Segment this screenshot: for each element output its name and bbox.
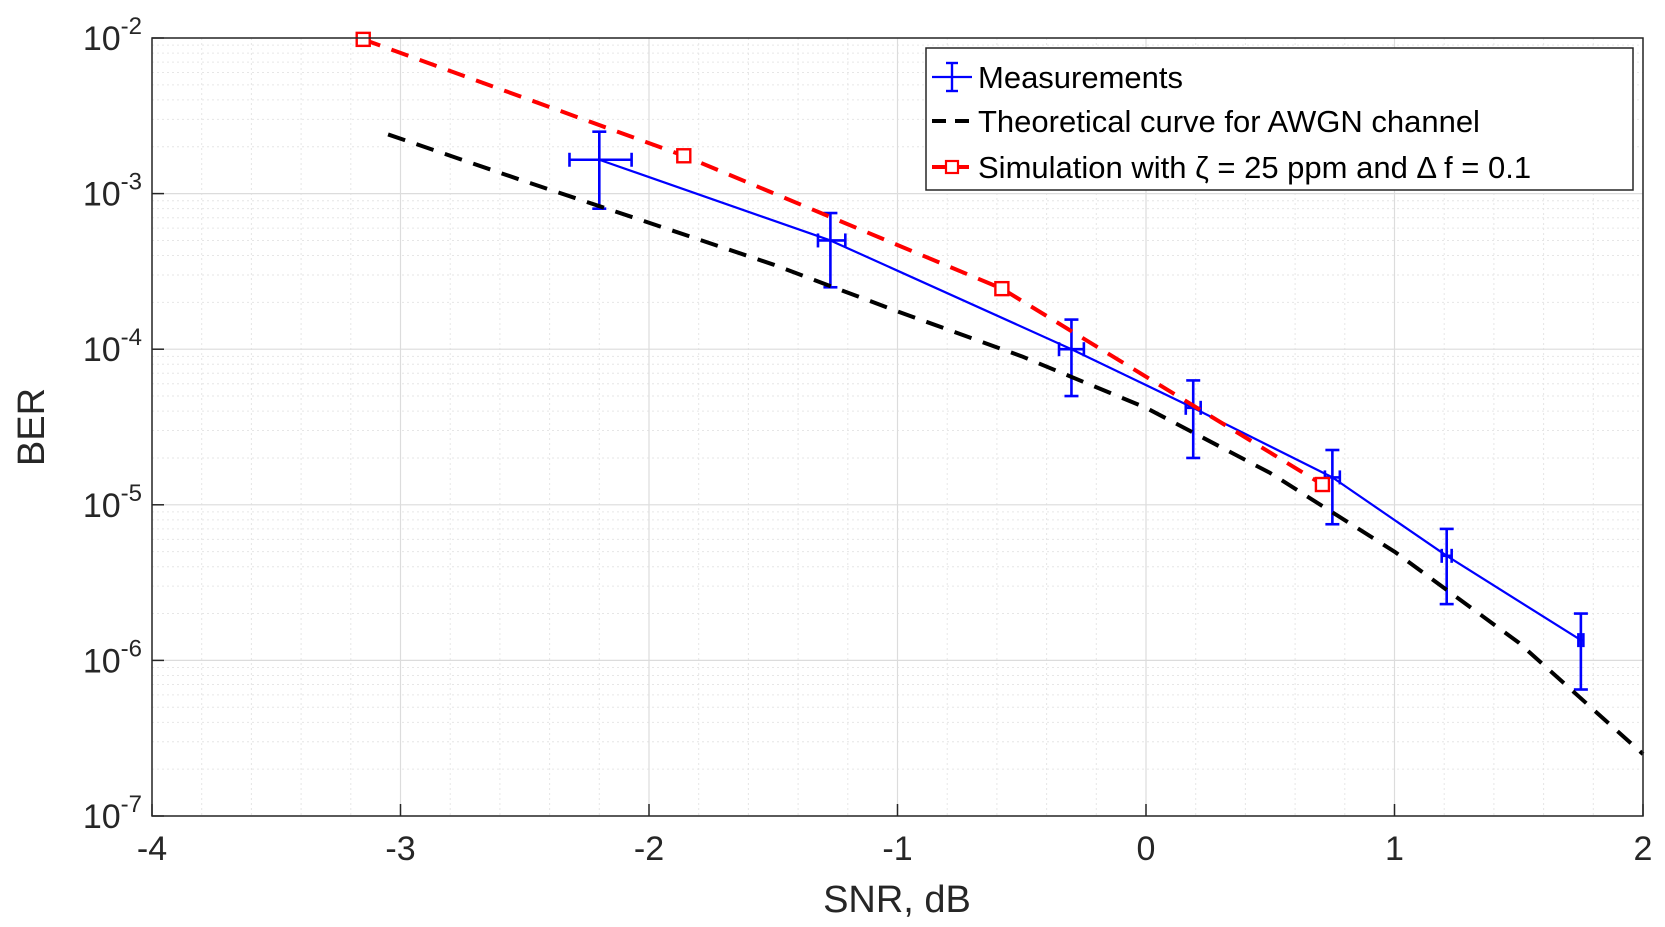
legend-box bbox=[925, 47, 1634, 191]
error-bar-point bbox=[1439, 527, 1454, 606]
legend-entry-2: Theoretical curve for AWGN channel bbox=[932, 104, 1480, 139]
data-point-marker bbox=[1314, 476, 1331, 493]
x-axis-title: SNR, dB bbox=[823, 879, 971, 921]
legend: Measurements Theoretical curve for AWGN c… bbox=[925, 47, 1634, 191]
error-bar-point bbox=[1057, 318, 1086, 398]
x-tick-label: 1 bbox=[1385, 830, 1404, 868]
y-tick-label: 10-3 bbox=[83, 169, 142, 214]
series-2 bbox=[387, 132, 1645, 756]
data-point-marker bbox=[994, 280, 1010, 297]
data-point-marker bbox=[355, 31, 371, 48]
data-point-marker bbox=[676, 148, 692, 164]
series-3 bbox=[355, 31, 1331, 493]
y-tick-label: 10-6 bbox=[83, 635, 142, 680]
x-tick-label: -4 bbox=[137, 830, 167, 868]
x-tick-label: 0 bbox=[1137, 830, 1156, 868]
series-line bbox=[362, 37, 1324, 487]
y-axis-title: BER bbox=[11, 388, 53, 466]
legend-marker bbox=[944, 159, 960, 175]
error-bar-point bbox=[816, 211, 847, 289]
x-tick-label: 2 bbox=[1634, 830, 1653, 868]
error-bar-point bbox=[568, 130, 633, 210]
legend-label: Measurements bbox=[978, 60, 1183, 95]
legend-entry-3: Simulation with ζ = 25 ppm and Δ f = 0.1 bbox=[932, 150, 1531, 185]
error-bar-point bbox=[1573, 612, 1588, 691]
legend-entry-1: Measurements bbox=[932, 60, 1183, 95]
series-layer bbox=[355, 31, 1645, 756]
legend-label: Simulation with ζ = 25 ppm and Δ f = 0.1 bbox=[978, 150, 1531, 185]
y-tick-label: 10-4 bbox=[83, 324, 142, 369]
y-tick-label: 10-5 bbox=[83, 480, 142, 525]
series-line bbox=[387, 132, 1645, 756]
y-tick-label: 10-7 bbox=[83, 791, 142, 836]
tick-labels: -4 -3 -2 -1 0 1 2 10-2 10-3 10-4 10-5 10-6 10-7 bbox=[83, 13, 1653, 868]
x-tick-label: -3 bbox=[385, 830, 415, 868]
legend-label: Theoretical curve for AWGN channel bbox=[978, 104, 1480, 139]
axes bbox=[151, 37, 1644, 817]
x-tick-label: -1 bbox=[882, 830, 912, 868]
y-tick-label: 10-2 bbox=[83, 13, 142, 58]
x-tick-label: -2 bbox=[634, 830, 664, 868]
